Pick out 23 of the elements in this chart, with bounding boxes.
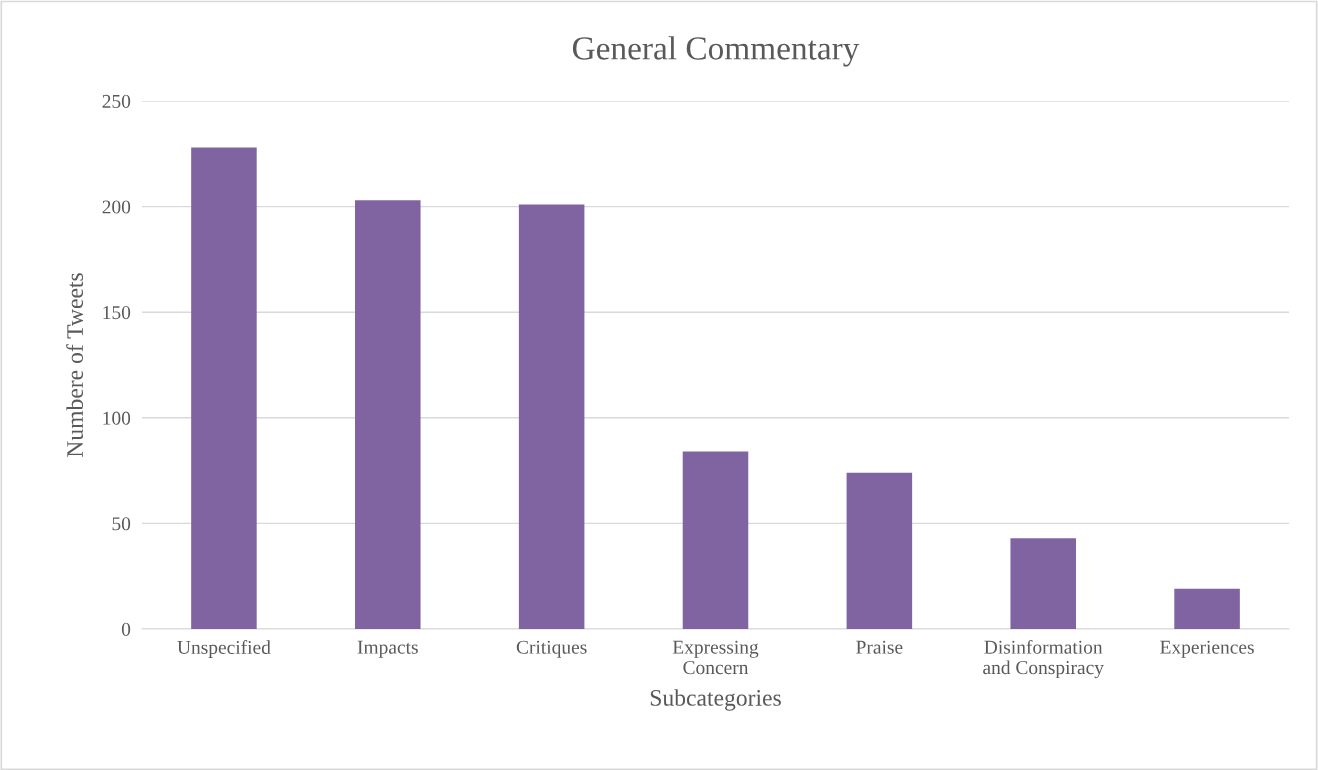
- y-tick-label: 200: [102, 200, 131, 214]
- y-tick-label: 0: [121, 622, 131, 636]
- bar: [682, 451, 749, 629]
- bar: [1174, 588, 1240, 629]
- x-axis-title: Subcategories: [650, 689, 781, 711]
- x-tick-label: Experiences: [1160, 640, 1254, 658]
- x-tick-label: Disinformation and Conspiracy: [983, 639, 1104, 679]
- bar: [846, 472, 913, 629]
- x-tick-label: Impacts: [357, 640, 418, 658]
- y-tick-label: 50: [112, 517, 131, 531]
- x-tick-label: Expressing Concern: [672, 640, 759, 675]
- y-tick-label: 150: [103, 306, 131, 320]
- y-tick-label: 100: [103, 411, 131, 425]
- chart-title: General Commentary: [572, 36, 860, 67]
- bar: [355, 200, 421, 629]
- x-tick-label: Critiques: [516, 640, 587, 658]
- y-axis-title: Numbere of Tweets: [66, 273, 84, 458]
- bar: [191, 147, 257, 629]
- y-tick-label: 250: [102, 94, 131, 108]
- x-tick-label: Praise: [856, 640, 903, 654]
- bar: [518, 204, 585, 629]
- bar: [1010, 538, 1076, 629]
- x-tick-label: Unspecified: [177, 640, 271, 658]
